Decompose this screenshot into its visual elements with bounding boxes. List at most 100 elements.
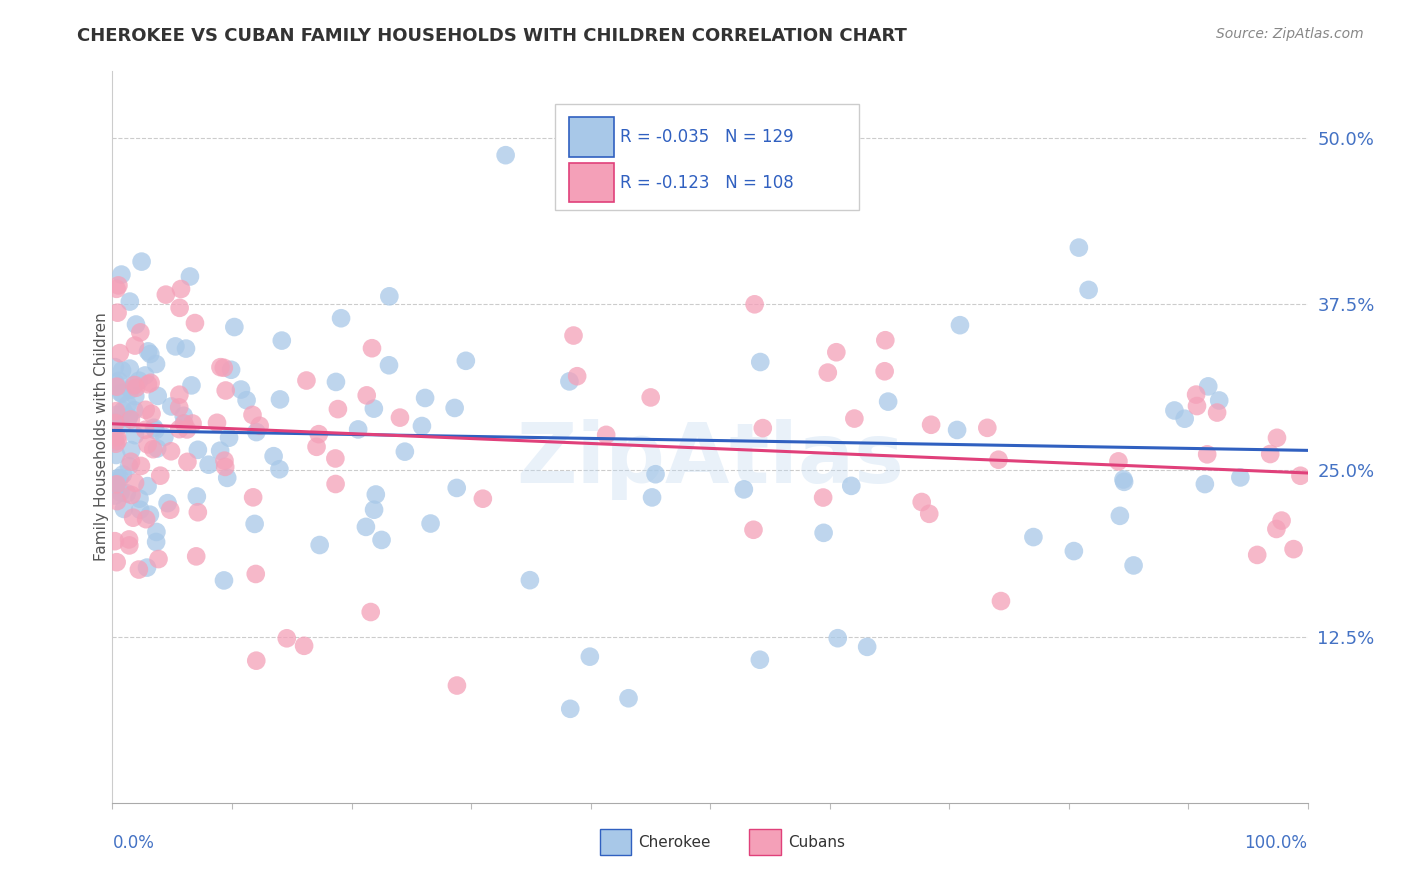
Point [187,505,209,519]
Point [120,443,142,458]
Point [243,516,266,531]
Point [565,369,588,384]
Point [167,401,190,415]
Point [124,338,146,352]
Point [827,631,849,645]
Point [378,358,401,372]
Point [363,401,385,416]
Point [105,494,128,508]
Point [145,535,167,549]
Point [394,444,416,458]
Point [115,486,138,500]
Point [330,311,353,326]
Point [817,366,839,380]
Point [160,444,183,458]
Point [249,418,271,433]
Point [129,326,152,340]
Point [107,306,129,320]
Point [104,436,127,450]
Point [454,353,477,368]
Point [920,417,942,432]
Point [579,649,602,664]
Point [125,381,148,395]
Point [180,378,202,392]
Point [104,480,127,494]
Point [136,344,159,359]
Point [1112,473,1135,487]
Point [156,496,179,510]
Point [949,318,972,333]
Point [118,538,141,552]
Point [118,410,141,425]
Point [295,374,318,388]
Point [844,411,866,425]
Point [644,467,666,482]
Point [141,407,163,421]
Point [120,455,142,469]
Point [360,605,382,619]
Point [1229,470,1251,484]
Point [1108,508,1130,523]
Point [111,417,134,432]
Point [105,477,128,491]
Point [976,421,998,435]
Point [120,412,142,426]
Point [325,375,347,389]
Point [1246,548,1268,562]
Point [118,533,141,547]
Point [146,442,169,456]
Point [111,467,134,482]
Point [242,408,264,422]
Text: ZipAtlas: ZipAtlas [516,418,904,500]
Point [149,468,172,483]
Point [139,376,162,390]
Point [169,301,191,315]
Y-axis label: Family Households with Children: Family Households with Children [94,313,108,561]
Point [839,479,862,493]
Point [209,443,232,458]
Point [131,254,153,268]
Point [911,495,934,509]
Point [245,566,267,581]
Point [325,477,347,491]
Point [124,389,146,403]
Point [495,148,517,162]
Point [136,560,159,574]
Point [1258,447,1281,461]
Point [1206,406,1229,420]
Point [1289,468,1312,483]
Point [229,383,252,397]
Point [1265,522,1288,536]
Point [143,421,166,435]
Text: R = -0.123   N = 108: R = -0.123 N = 108 [620,174,794,192]
Point [363,502,385,516]
Point [134,368,156,383]
Point [308,538,330,552]
Point [135,402,157,417]
Point [186,549,208,564]
Point [235,393,257,408]
Point [104,489,127,503]
Text: CHEROKEE VS CUBAN FAMILY HOUSEHOLDS WITH CHILDREN CORRELATION CHART: CHEROKEE VS CUBAN FAMILY HOUSEHOLDS WITH… [77,27,907,45]
Point [104,416,127,430]
Point [105,379,128,393]
Point [617,691,640,706]
Point [640,391,662,405]
Point [124,403,146,417]
Point [558,375,581,389]
Point [108,412,131,426]
Point [413,391,436,405]
Point [560,702,582,716]
Point [214,459,236,474]
Point [749,355,772,369]
Point [110,485,132,500]
Point [134,423,156,437]
Point [269,462,291,476]
Point [136,377,159,392]
Point [877,394,900,409]
Point [112,403,135,417]
Point [1185,399,1208,413]
Point [354,520,377,534]
Point [181,417,204,431]
Point [446,679,468,693]
